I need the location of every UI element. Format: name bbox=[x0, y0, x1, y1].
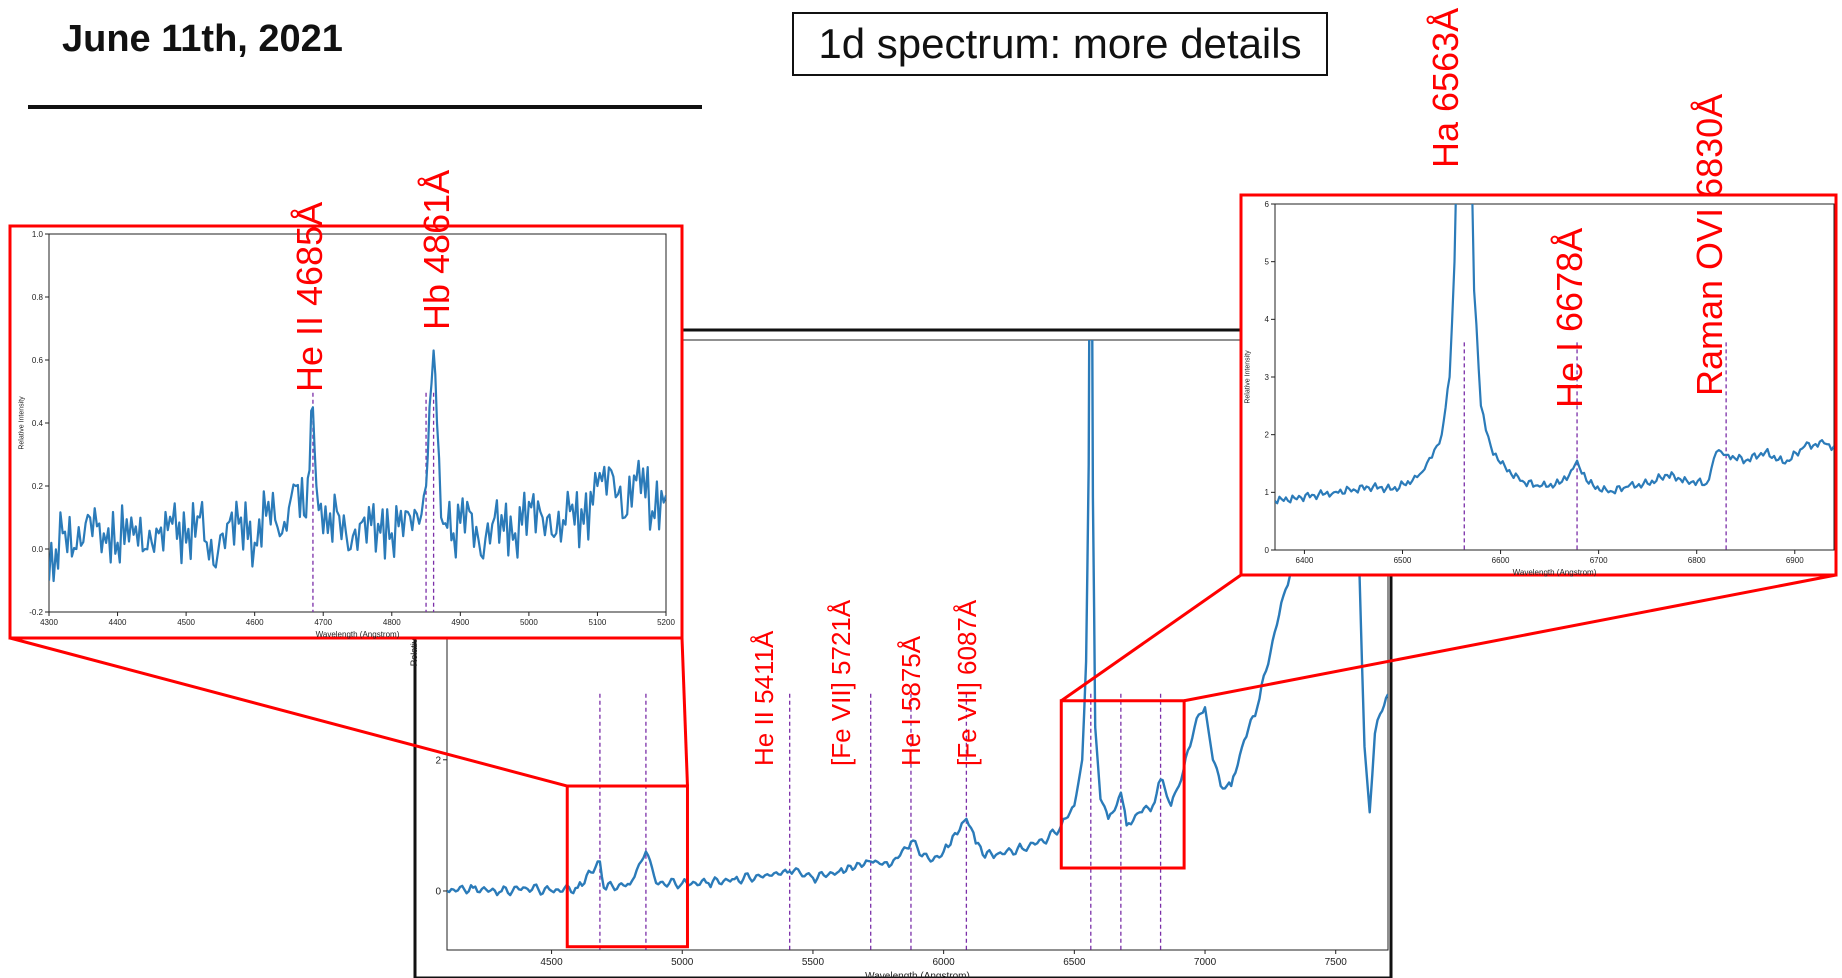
inset-right-spectrum-series bbox=[1275, 204, 1834, 505]
main-spectrum-chart: 45005000550060006500700075000246Waveleng… bbox=[409, 339, 1389, 978]
inset-left-y-tick-label: 0.6 bbox=[32, 356, 44, 365]
zoom-connector-line bbox=[1060, 573, 1242, 702]
inset-left-x-tick-label: 4800 bbox=[383, 618, 401, 627]
main-line-annotation: He II 5411Å bbox=[749, 630, 779, 766]
main-x-tick-label: 6000 bbox=[933, 957, 956, 968]
zoom-connector-line bbox=[9, 636, 568, 788]
main-x-axis-label: Wavelength (Angstrom) bbox=[865, 971, 970, 978]
inset-right-y-tick-label: 3 bbox=[1265, 373, 1270, 382]
inset-right-x-tick-label: 6900 bbox=[1786, 556, 1804, 565]
zoom-box-left bbox=[565, 784, 689, 949]
inset-right-line-annotation: Ha 6563Å bbox=[1425, 8, 1466, 168]
slide-subtitle-box: 1d spectrum: more details bbox=[792, 12, 1328, 76]
inset-right-x-tick-label: 6500 bbox=[1394, 556, 1412, 565]
inset-left-y-tick-label: 0.2 bbox=[32, 482, 44, 491]
main-y-tick-label: 0 bbox=[435, 886, 441, 897]
main-x-tick-label: 6500 bbox=[1063, 957, 1086, 968]
inset-right-y-axis-label: Relative Intensity bbox=[1244, 350, 1251, 404]
inset-right-x-tick-label: 6800 bbox=[1688, 556, 1706, 565]
inset-left-spectrum-series bbox=[49, 349, 666, 583]
inset-left-y-tick-label: 1.0 bbox=[32, 230, 44, 239]
main-axes bbox=[446, 339, 1389, 951]
inset-right-y-tick-label: 6 bbox=[1265, 200, 1270, 209]
inset-left-y-axis-label: Relative Intensity bbox=[18, 396, 25, 450]
inset-left-x-tick-label: 5000 bbox=[520, 618, 538, 627]
inset-right-x-tick-label: 6400 bbox=[1296, 556, 1314, 565]
zoom-connector-line bbox=[680, 637, 689, 787]
inset-left-x-axis-label: Wavelength (Angstrom) bbox=[316, 630, 400, 639]
main-x-tick-label: 7000 bbox=[1194, 957, 1217, 968]
main-line-annotation: He I 5875Å bbox=[896, 635, 926, 766]
inset-left-x-tick-label: 4600 bbox=[246, 618, 264, 627]
inset-left-y-tick-label: 0.0 bbox=[32, 545, 44, 554]
inset-left-y-tick-label: 0.8 bbox=[32, 293, 44, 302]
inset-chart-right: 6400 6500 6600 6700 6800 6900 0 1 2 3 4 5 6 Wavelengt… bbox=[1239, 8, 1838, 577]
inset-left-line-annotation: He II 4685Å bbox=[289, 202, 330, 392]
main-x-tick-label: 5500 bbox=[802, 957, 825, 968]
main-x-tick-label: 7500 bbox=[1325, 957, 1348, 968]
inset-chart-left: 4300 4400 4500 4600 4700 4800 4900 5000 5100 5200… bbox=[8, 170, 684, 640]
inset-left-y-tick-label: -0.2 bbox=[29, 608, 43, 617]
slide-date: June 11th, 2021 bbox=[62, 18, 343, 60]
inset-right-red-frame bbox=[1239, 193, 1838, 577]
inset-right-y-tick-label: 2 bbox=[1265, 430, 1270, 439]
inset-left-x-tick-label: 5200 bbox=[657, 618, 675, 627]
inset-left-x-tick-label: 4900 bbox=[451, 618, 469, 627]
inset-right-y-tick-label: 4 bbox=[1265, 315, 1270, 324]
main-y-axis-label: Relative In bbox=[409, 624, 419, 667]
inset-left-x-tick-label: 4700 bbox=[314, 618, 332, 627]
inset-right-line-annotation: Raman OVI 6830Å bbox=[1689, 94, 1730, 396]
divider-line bbox=[28, 105, 702, 109]
inset-left-y-tick-label: 0.4 bbox=[32, 419, 44, 428]
inset-left-x-tick-label: 4500 bbox=[177, 618, 195, 627]
inset-left-red-frame bbox=[8, 224, 684, 640]
zoom-connector-line bbox=[1183, 573, 1837, 703]
main-x-tick-label: 4500 bbox=[540, 957, 563, 968]
main-spectrum-series bbox=[447, 340, 1388, 897]
slide-subtitle: 1d spectrum: more details bbox=[818, 20, 1302, 67]
zoom-box-right bbox=[1059, 699, 1186, 870]
inset-right-x-tick-label: 6600 bbox=[1492, 556, 1510, 565]
inset-right-x-axis-label: Wavelength (Angstrom) bbox=[1513, 568, 1597, 577]
zoom-connectors bbox=[9, 328, 1837, 788]
inset-right-y-tick-label: 0 bbox=[1265, 546, 1270, 555]
main-line-annotation: [Fe VII] 6087Å bbox=[952, 599, 982, 766]
inset-left-x-tick-label: 4400 bbox=[109, 618, 127, 627]
inset-right-x-tick-label: 6700 bbox=[1590, 556, 1608, 565]
inset-right-y-tick-label: 1 bbox=[1265, 488, 1270, 497]
main-y-tick-label: 2 bbox=[435, 755, 441, 766]
inset-left-x-tick-label: 5100 bbox=[589, 618, 607, 627]
inset-left-line-annotation: Hb 4861Å bbox=[416, 170, 457, 330]
inset-right-line-annotation: He I 6678Å bbox=[1549, 228, 1590, 408]
main-line-annotation: [Fe VII] 5721Å bbox=[826, 599, 856, 766]
inset-left-x-tick-label: 4300 bbox=[40, 618, 58, 627]
main-x-tick-label: 5000 bbox=[671, 957, 694, 968]
inset-right-y-tick-label: 5 bbox=[1265, 257, 1270, 266]
